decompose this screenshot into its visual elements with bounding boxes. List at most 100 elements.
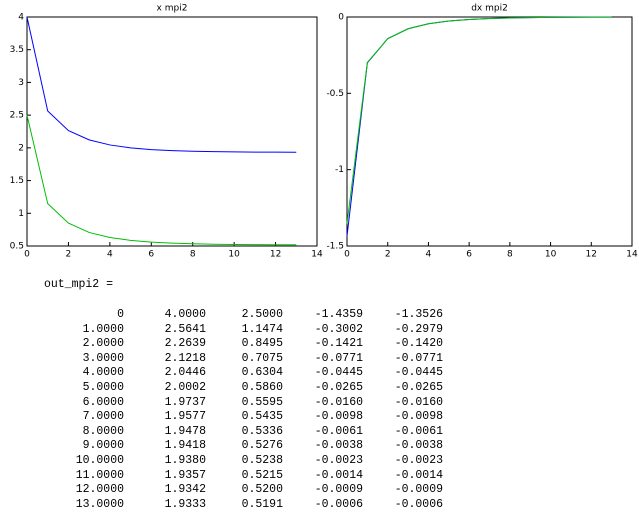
x-tick-label: 12	[586, 250, 597, 260]
series-line	[26, 16, 297, 153]
table-cell: 10.0000	[75, 454, 124, 467]
table-cell: 0.5595	[241, 395, 283, 409]
table-cell: 1.9333	[164, 497, 206, 511]
table-cell: 2.0446	[164, 366, 206, 380]
table-cell: 0.5191	[241, 497, 283, 511]
x-tick-label: 4	[107, 250, 113, 260]
table-cell: 0.7075	[241, 351, 283, 365]
y-tick-label: 4	[18, 13, 24, 23]
table-cell: 1.9577	[164, 410, 206, 424]
x-tick-label: 8	[507, 250, 513, 260]
table-cell: -0.0023	[314, 454, 363, 467]
table-cell: 6.0000	[82, 395, 124, 409]
table-cell: 9.0000	[82, 439, 124, 453]
output-title: out_mpi2 =	[44, 278, 114, 291]
x-tick-label: 8	[190, 250, 196, 260]
y-tick-label: -1.5	[326, 242, 344, 252]
table-cell: -0.0014	[314, 468, 363, 482]
axes-box	[346, 16, 633, 247]
table-cell: -0.0006	[394, 497, 443, 511]
x-tick-label: 10	[228, 250, 240, 260]
table-cell: 2.1218	[164, 351, 206, 365]
table-cell: 2.5000	[241, 308, 283, 321]
table-cell: -0.0160	[314, 395, 363, 409]
table-cell: -0.0445	[314, 366, 363, 380]
x-tick-label: 10	[545, 250, 557, 260]
table-cell: -0.0160	[394, 395, 443, 409]
table-cell: -0.0009	[394, 483, 443, 497]
x-tick-label: 14	[311, 250, 323, 260]
table-cell: 1.1474	[241, 322, 283, 336]
table-cell: 0.5435	[241, 410, 283, 424]
table-cell: -0.0098	[314, 410, 363, 424]
table-cell: 0.5336	[241, 424, 283, 438]
table-cell: 4.0000	[82, 366, 124, 380]
figure: x mpi2 0 2 4 6 8 10 12 14 0.5 1 1.5 2 2.5 3 3.5 4 dx mpi2…	[10, 4, 638, 260]
x-tick-label: 14	[626, 250, 638, 260]
table-cell: 1.9737	[164, 395, 206, 409]
table-cell: 1.9342	[164, 483, 206, 497]
table-cell: -0.0771	[394, 351, 443, 365]
table-cell: -0.2979	[394, 322, 443, 336]
table-cell: 1.9380	[164, 454, 206, 467]
x-tick-label: 2	[66, 250, 72, 260]
table-cell: -0.0445	[394, 366, 443, 380]
table-cell: 5.0000	[82, 381, 124, 394]
y-tick-label: -0.5	[326, 89, 344, 99]
table-cell: 4.0000	[164, 308, 206, 321]
y-tick-label: 3	[18, 78, 24, 88]
table-cell: 0.5215	[241, 468, 283, 482]
x-tick-label: 6	[148, 250, 154, 260]
table-cell: -0.3002	[314, 322, 363, 336]
table-cell: 2.0000	[82, 337, 124, 351]
y-tick-label: 3.5	[10, 45, 24, 55]
table-cell: -0.1421	[314, 337, 363, 351]
series-line	[26, 115, 297, 246]
table-cell: -0.0265	[314, 381, 363, 394]
table-cell: -0.1420	[394, 337, 443, 351]
table-cell: 2.5641	[164, 322, 206, 336]
table-cell: 3.0000	[82, 351, 124, 365]
table-cell: 1.9418	[164, 439, 206, 453]
table-cell: -0.0014	[394, 468, 443, 482]
table-cell: 0.5238	[241, 454, 283, 467]
table-cell: -0.0038	[394, 439, 443, 453]
y-tick-label: 2	[18, 143, 24, 153]
table-cell: -0.0038	[314, 439, 363, 453]
table-cell: -1.3526	[394, 308, 443, 321]
table-cell: -0.0061	[314, 424, 363, 438]
x-tick-label: 0	[24, 250, 30, 260]
y-tick-label: 0.5	[10, 242, 24, 252]
table-cell: 0	[117, 308, 124, 321]
x-tick-label: 2	[385, 250, 391, 260]
table-cell: -0.0009	[314, 483, 363, 497]
y-tick-label: 1.5	[10, 176, 24, 186]
x-tick-label: 6	[466, 250, 472, 260]
chart-title: x mpi2	[157, 4, 188, 14]
table-cell: -0.0023	[394, 454, 443, 467]
series-line	[346, 16, 612, 224]
table-cell: 11.0000	[75, 468, 124, 482]
table-cell: -0.0061	[394, 424, 443, 438]
table-cell: -0.0098	[394, 410, 443, 424]
table-cell: -0.0006	[314, 497, 363, 511]
chart-title: dx mpi2	[471, 4, 508, 14]
table-cell: 7.0000	[82, 410, 124, 424]
y-tick-label: 2.5	[10, 111, 24, 121]
table-cell: 12.0000	[75, 483, 124, 497]
table-cell: -1.4359	[314, 308, 363, 321]
y-tick-label: 1	[18, 209, 24, 219]
table-cell: 0.6304	[241, 366, 283, 380]
table-cell: 0.5860	[241, 381, 283, 394]
table-cell: -0.0771	[314, 351, 363, 365]
table-cell: -0.0265	[394, 381, 443, 394]
table-cell: 8.0000	[82, 424, 124, 438]
table-cell: 0.5200	[241, 483, 283, 497]
x-tick-label: 4	[426, 250, 432, 260]
table-cell: 13.0000	[75, 497, 124, 511]
table-cell: 1.9357	[164, 468, 206, 482]
table-cell: 0.5276	[241, 439, 283, 453]
y-tick-label: 0	[338, 13, 344, 23]
x-tick-label: 0	[344, 250, 350, 260]
